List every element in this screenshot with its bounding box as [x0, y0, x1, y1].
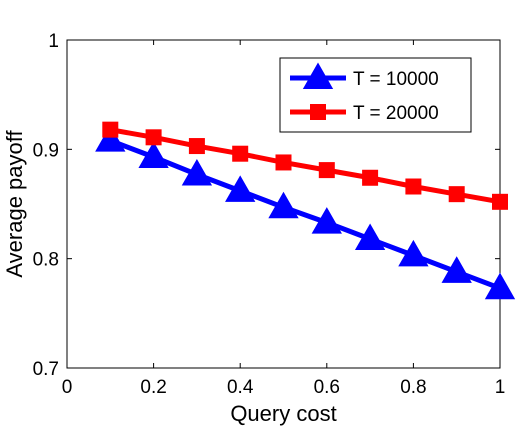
data-point [232, 145, 249, 162]
data-point [102, 121, 119, 138]
x-tick-label: 0.4 [227, 377, 254, 398]
legend: T = 10000 T = 20000 [279, 57, 472, 133]
data-point [448, 186, 465, 203]
data-point [398, 239, 429, 267]
data-point [225, 175, 256, 202]
data-point [354, 223, 386, 251]
series-layer [95, 121, 516, 300]
data-point [181, 158, 213, 186]
data-point [145, 129, 162, 146]
data-point [318, 162, 335, 179]
series-line [109, 138, 501, 291]
y-axis-title: Average payoff [2, 130, 27, 278]
data-point [275, 154, 292, 171]
data-point [188, 138, 205, 155]
legend-marker [310, 104, 326, 120]
data-point [95, 125, 126, 152]
y-tick-label: 0.9 [33, 140, 59, 161]
data-point [484, 272, 516, 300]
x-tick-label: 0.2 [140, 377, 166, 398]
series-1 [95, 125, 516, 300]
series-2 [102, 121, 508, 210]
legend-label: T = 20000 [353, 103, 439, 124]
data-point [138, 141, 169, 169]
data-point [441, 256, 472, 283]
data-point [311, 207, 342, 234]
y-tick-label: 0.7 [33, 359, 59, 380]
data-point [268, 191, 299, 219]
data-point [492, 193, 508, 210]
x-tick-label: 0.6 [314, 377, 340, 398]
y-tick-label: 0.8 [33, 250, 59, 271]
legend-label: T = 10000 [353, 69, 439, 90]
x-tick-label: 0.8 [400, 377, 426, 398]
y-tick-label: 1 [48, 31, 59, 52]
data-point [405, 178, 422, 195]
axis-ticks: 0 0.2 0.4 0.6 0.8 1 0.7 0.8 0.9 1 [33, 31, 506, 398]
legend-marker [302, 62, 334, 90]
series-line [109, 127, 501, 205]
data-point [362, 169, 379, 186]
x-axis-title: Query cost [230, 401, 336, 426]
x-tick-label: 0 [62, 377, 73, 398]
x-tick-label: 1 [495, 377, 506, 398]
